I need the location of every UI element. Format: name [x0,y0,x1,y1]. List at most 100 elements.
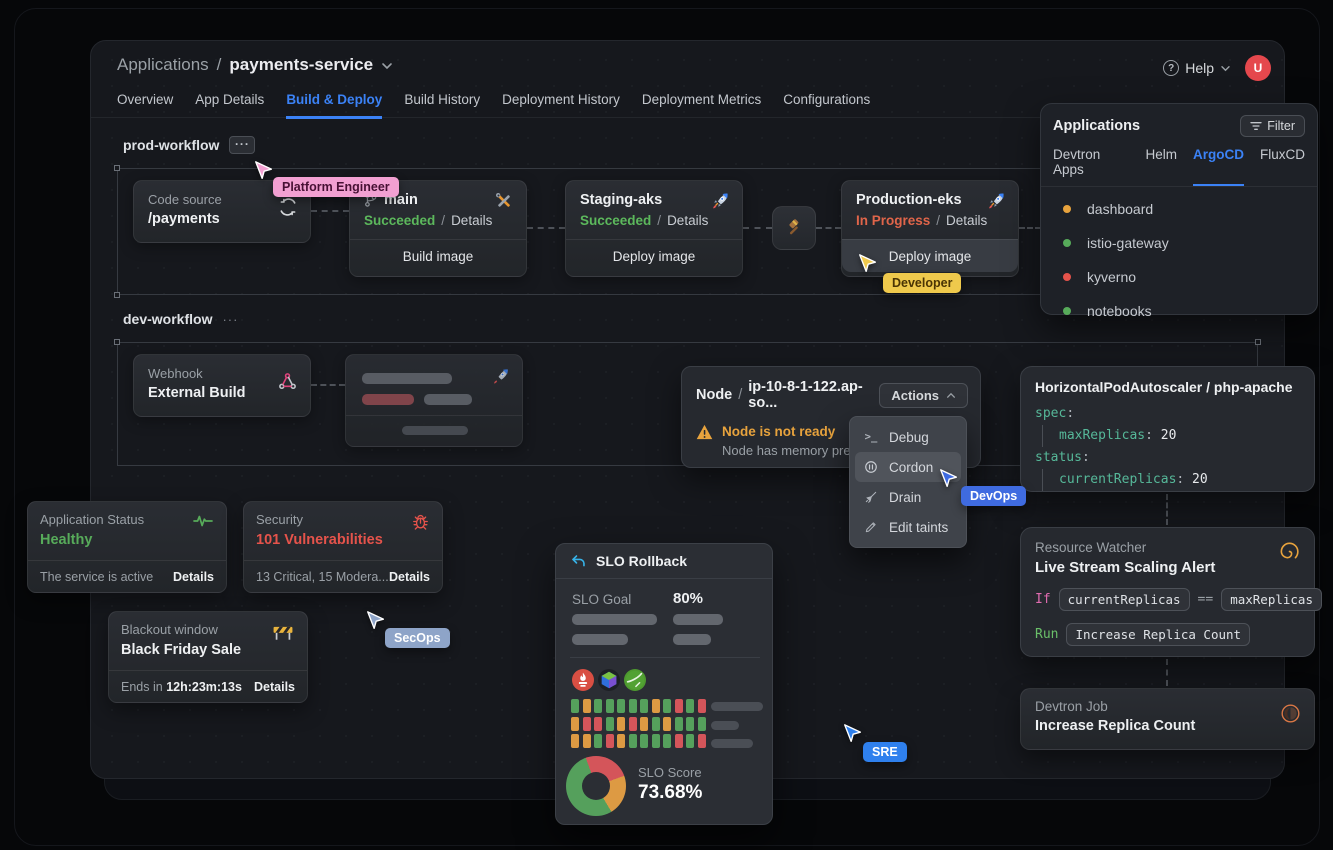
avatar[interactable]: U [1245,55,1271,81]
build-details-link[interactable]: Details [451,213,493,228]
app-list-item[interactable]: dashboard [1041,192,1317,226]
security-card[interactable]: Security 101 Vulnerabilities 13 Critical… [243,501,443,593]
skeleton-bar [362,394,414,405]
help-label: Help [1185,60,1214,76]
chevron-down-icon [1221,65,1230,71]
applications-panel: Applications Filter Devtron Apps Helm Ar… [1040,103,1318,319]
devtron-job-icon [1280,703,1301,729]
slo-grid-cell [640,734,648,748]
slo-donut-chart [566,756,626,816]
barrier-icon [271,622,295,647]
hpa-status-line: status: [1035,450,1090,465]
hpa-title: HorizontalPodAutoscaler / php-apache [1035,379,1293,395]
skeleton-bar [402,426,468,435]
menu-item-debug[interactable]: >_ Debug [864,429,929,445]
app-list-item[interactable]: kyverno [1041,260,1317,294]
tab-fluxcd[interactable]: FluxCD [1259,147,1305,162]
resize-handle[interactable] [1255,339,1261,345]
resource-watcher-panel: Resource Watcher Live Stream Scaling Ale… [1020,527,1322,657]
slo-grid-cell [571,734,579,748]
resize-handle[interactable] [114,292,120,298]
slo-panel-title: SLO Rollback [596,553,688,569]
application-status-card[interactable]: Application Status Healthy The service i… [27,501,227,593]
webhook-title: Webhook [148,366,203,381]
resize-handle[interactable] [114,165,120,171]
slo-grid-cell [628,716,637,731]
build-stage-card[interactable]: main Succeeded / Details Build image [349,180,527,277]
application-status-details-link[interactable]: Details [173,569,214,584]
devtron-job-subtitle: Increase Replica Count [1035,718,1196,734]
blackout-window-card[interactable]: Blackout window Black Friday Sale Ends i… [108,611,308,703]
spiral-icon [1278,540,1301,568]
slo-grid-cell [697,716,706,731]
node-warning-subtitle: Node has memory pre... [722,443,862,458]
slo-grid-cell [686,734,694,748]
skeleton-bar [424,394,472,405]
security-details-link[interactable]: Details [389,569,430,584]
production-deploy-action[interactable]: Deploy image [842,239,1018,272]
pending-stage-card [345,354,523,447]
staging-stage-card[interactable]: Staging-aks Succeeded / Details Deploy i… [565,180,743,277]
production-details-link[interactable]: Details [946,213,988,228]
devtron-job-panel[interactable]: Devtron Job Increase Replica Count [1020,688,1315,750]
slo-grid-cell [686,699,694,713]
tab-build-history[interactable]: Build History [404,92,481,107]
resize-handle[interactable] [114,339,120,345]
help-icon: ? [1163,60,1180,76]
staging-details-link[interactable]: Details [667,213,709,228]
tab-deployment-metrics[interactable]: Deployment Metrics [641,92,762,107]
filter-icon [1250,122,1262,130]
prod-workflow-menu-button[interactable]: ··· [229,136,256,154]
slo-grid-cell [605,734,614,748]
slo-goal-label: SLO Goal [572,592,632,607]
gavel-icon [789,219,799,235]
menu-item-drain[interactable]: Drain [855,482,961,512]
tab-overview[interactable]: Overview [117,92,174,107]
app-name: payments-service [229,55,374,74]
connector [527,227,565,229]
slo-grid-cell [605,699,614,713]
slo-grid-cell [594,699,602,713]
approval-gate[interactable] [772,206,816,250]
tab-configurations[interactable]: Configurations [783,92,871,107]
chevron-down-icon[interactable] [381,55,393,75]
application-status-title: Application Status [40,512,145,527]
if-keyword: If [1035,592,1051,607]
webhook-card[interactable]: Webhook External Build [133,354,311,417]
tab-deployment-history[interactable]: Deployment History [502,92,620,107]
bug-icon [411,512,430,536]
slo-grid-cell [663,699,671,713]
breadcrumb-section[interactable]: Applications [117,55,209,74]
app-list-item[interactable]: istio-gateway [1041,226,1317,260]
node-actions-button[interactable]: Actions [879,382,968,408]
slo-grid-cell [582,734,591,748]
application-status-value: Healthy [40,532,93,548]
security-value: 101 Vulnerabilities [256,532,383,548]
chevron-up-icon [947,392,955,398]
hpa-maxreplicas-line: maxReplicas: 20 [1042,425,1300,447]
menu-item-edit-taints[interactable]: Edit taints [855,512,961,542]
tab-argocd[interactable]: ArgoCD [1192,147,1244,186]
tab-helm[interactable]: Helm [1145,147,1177,162]
dev-workflow-menu-button[interactable]: ··· [222,311,239,327]
staging-deploy-action[interactable]: Deploy image [566,239,742,272]
operator: == [1197,592,1214,607]
blackout-value: Black Friday Sale [121,642,242,658]
connector [1166,659,1168,686]
tab-build-deploy[interactable]: Build & Deploy [286,92,383,119]
tab-devtron-apps[interactable]: Devtron Apps [1053,147,1101,177]
filter-button[interactable]: Filter [1240,115,1305,137]
blackout-details-link[interactable]: Details [254,679,295,694]
slo-grid-cell [651,734,660,748]
breadcrumb-separator: / [216,55,222,74]
connector [743,227,772,229]
hpa-currentreplicas-line: currentReplicas: 20 [1042,469,1300,491]
node-name: ip-10-8-1-122.ap-so... [748,379,863,411]
slo-grid-cell [674,716,683,731]
app-list-item[interactable]: notebooks [1041,294,1317,328]
tab-app-details[interactable]: App Details [195,92,265,107]
help-menu[interactable]: ? Help [1163,60,1231,76]
connector [816,227,841,229]
build-image-action[interactable]: Build image [350,239,526,272]
